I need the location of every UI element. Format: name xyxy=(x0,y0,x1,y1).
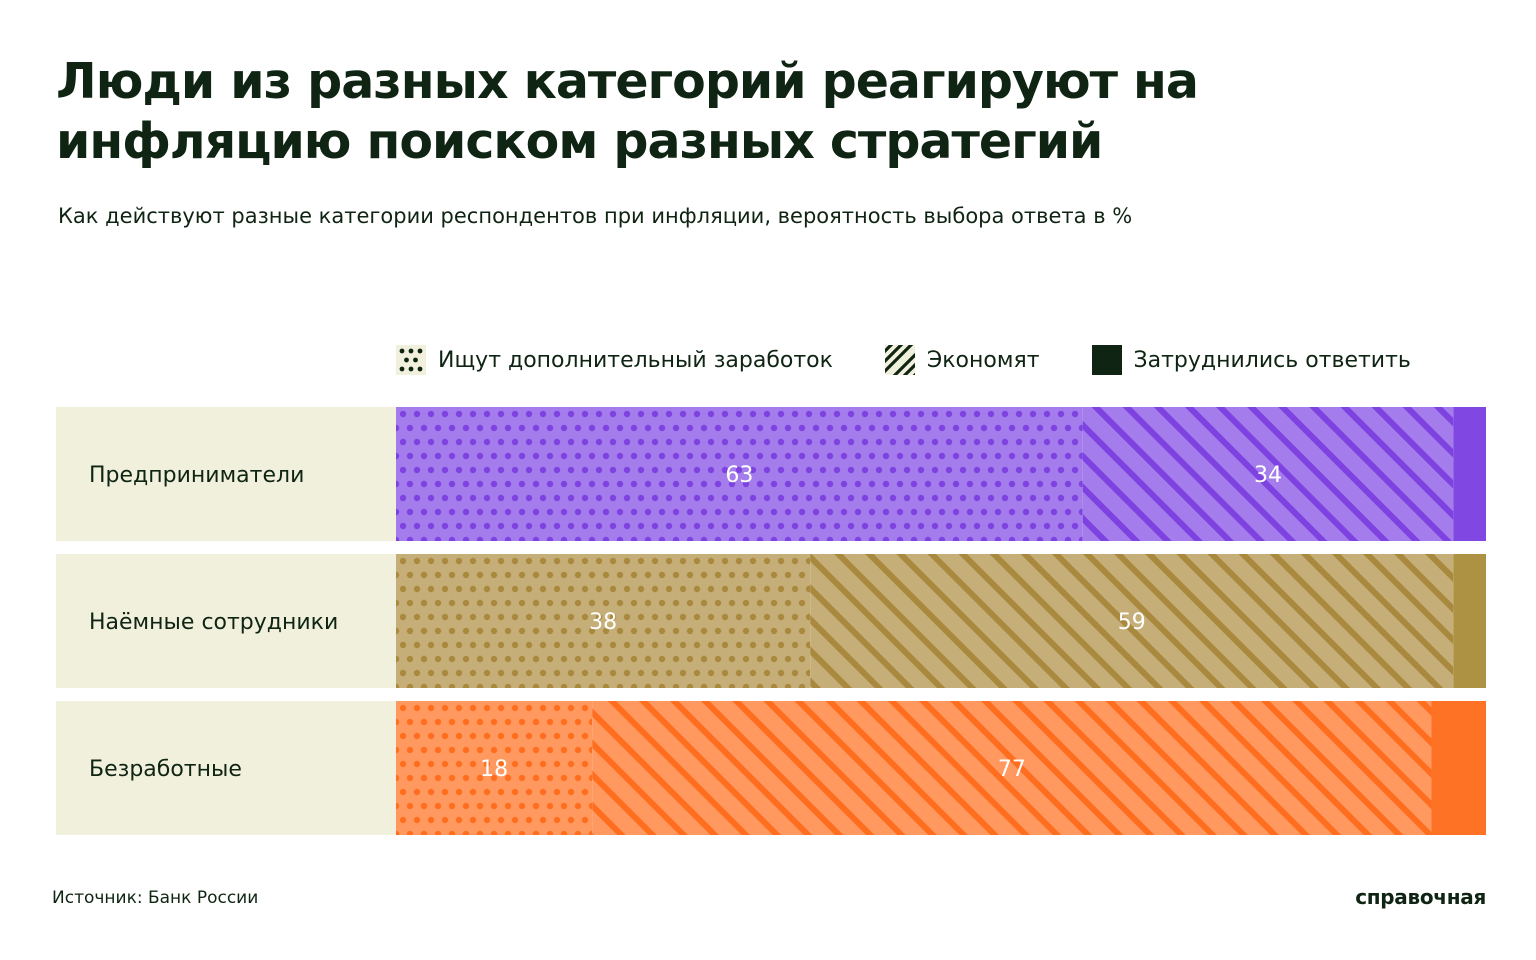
category-label-background xyxy=(56,701,396,835)
data-label: 77 xyxy=(998,757,1026,782)
category-label: Наёмные сотрудники xyxy=(89,610,338,635)
category-label: Безработные xyxy=(89,757,242,782)
brand-logo: справочная xyxy=(1355,885,1486,909)
legend-label-no-answer: Затруднились ответить xyxy=(1133,347,1411,373)
data-label: 59 xyxy=(1118,610,1146,635)
bar-segment-stripes xyxy=(1082,407,1454,541)
bar-segment-solid xyxy=(1453,407,1486,541)
chart-title: Люди из разных категорий реагируют на ин… xyxy=(56,53,1199,170)
bar-segment-stripes xyxy=(810,554,1454,688)
data-label: 38 xyxy=(589,610,617,635)
legend-item-saving: Экономят xyxy=(884,345,1040,375)
bar-segment-dots xyxy=(396,701,593,835)
bar-segment-dots xyxy=(396,554,811,688)
legend-item-extra-income: Ищут дополнительный заработок xyxy=(396,345,833,375)
category-label-background xyxy=(56,554,396,688)
data-label: 63 xyxy=(725,463,753,488)
bar-segment-dots xyxy=(396,407,1083,541)
legend-label-saving: Экономят xyxy=(926,347,1040,373)
bar-segment-stripes xyxy=(592,701,1432,835)
category-label: Предприниматели xyxy=(89,463,304,488)
legend-item-no-answer: Затруднились ответить xyxy=(1091,345,1411,375)
source-note: Источник: Банк России xyxy=(52,888,259,908)
solid-swatch-icon xyxy=(1091,345,1122,375)
category-label-background xyxy=(56,407,396,541)
chart-subtitle: Как действуют разные категории респонден… xyxy=(58,204,1133,228)
bar-segment-solid xyxy=(1453,554,1486,688)
legend-label-extra-income: Ищут дополнительный заработок xyxy=(438,347,833,373)
data-label: 34 xyxy=(1254,463,1282,488)
stripes-swatch-icon xyxy=(884,345,915,375)
data-label: 18 xyxy=(480,757,508,782)
dots-swatch-icon xyxy=(396,345,426,375)
legend: Ищут дополнительный заработок Экономят З… xyxy=(396,343,1486,377)
bar-segment-solid xyxy=(1431,701,1486,835)
